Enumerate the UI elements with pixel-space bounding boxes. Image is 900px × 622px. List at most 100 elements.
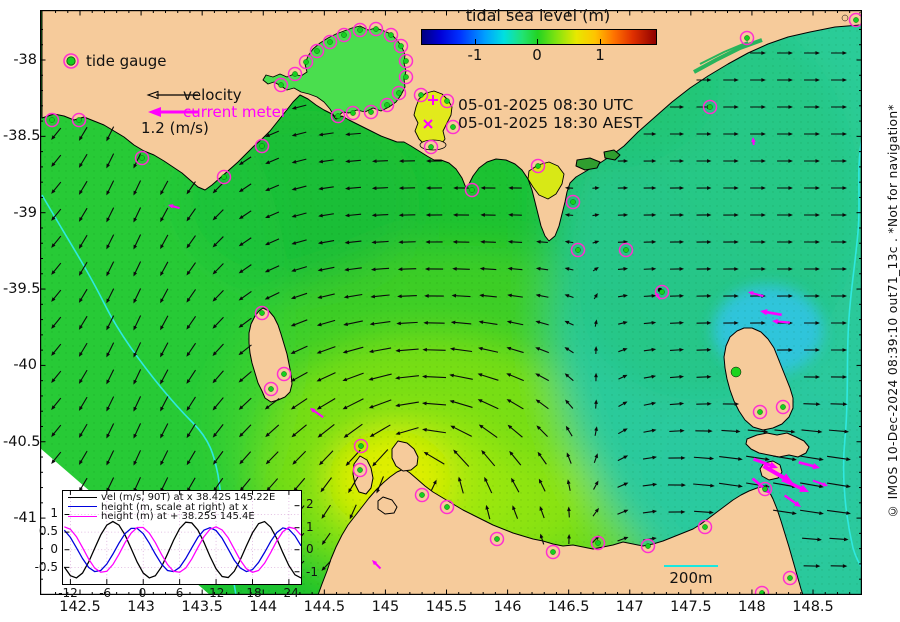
velocity-arrow-head <box>788 348 793 352</box>
tide-gauge-dot <box>645 543 651 549</box>
velocity-arrow-head <box>265 133 271 137</box>
current-meter-label: current meter <box>183 103 287 121</box>
inset-left-tick-label: 1 <box>50 506 58 520</box>
tide-gauge-dot <box>702 524 708 530</box>
velocity-arrow-head <box>51 459 56 464</box>
velocity-arrow-head <box>368 377 374 381</box>
velocity-arrow-head <box>452 266 457 271</box>
velocity-arrow <box>669 403 682 406</box>
velocity-arrow <box>424 376 447 379</box>
velocity-arrow <box>161 315 169 328</box>
velocity-arrow <box>373 294 390 298</box>
velocity-arrow-head <box>397 294 402 299</box>
velocity-arrow-head <box>593 319 598 325</box>
velocity-arrow-head <box>652 455 657 460</box>
velocity-arrow-head <box>842 267 847 271</box>
velocity-arrow <box>107 153 115 166</box>
velocity-arrow-head <box>815 240 820 244</box>
velocity-arrow-head <box>370 294 376 299</box>
velocity-arrow <box>827 509 848 514</box>
colorbar-tick <box>537 39 539 45</box>
velocity-arrow <box>373 449 389 465</box>
tide-gauge-marker <box>445 119 461 135</box>
velocity-arrow-head <box>842 375 848 379</box>
velocity-arrow <box>267 211 280 218</box>
velocity-arrow <box>397 375 419 379</box>
velocity-arrow-head <box>291 268 297 272</box>
velocity-arrow-head <box>51 432 56 437</box>
velocity-arrow-head <box>707 402 712 406</box>
tide-gauge-marker <box>276 366 292 382</box>
velocity-arrow-head <box>238 323 244 328</box>
depth-contour-200m <box>842 134 862 570</box>
velocity-arrow-head <box>815 51 820 55</box>
tide-gauge-dot <box>659 289 665 295</box>
velocity-arrow-head <box>342 377 348 382</box>
velocity-arrow <box>214 424 224 436</box>
velocity-arrow <box>240 424 252 436</box>
velocity-arrow-head <box>480 186 486 190</box>
velocity-arrow <box>347 267 362 271</box>
velocity-arrow <box>746 455 767 460</box>
velocity-arrow-head <box>292 460 297 465</box>
velocity-arrow-head <box>370 267 376 272</box>
islet <box>841 14 849 22</box>
tide-gauge-marker <box>254 305 270 321</box>
velocity-arrow-head <box>78 433 83 438</box>
velocity-arrow-head <box>734 105 739 109</box>
robbins-island <box>377 496 398 515</box>
velocity-arrow-head <box>186 243 191 249</box>
tide-gauge-marker <box>754 585 770 595</box>
velocity-arrow <box>424 402 447 406</box>
velocity-arrow <box>52 424 62 435</box>
velocity-arrow-head <box>106 379 111 385</box>
velocity-arrow-head <box>133 460 138 466</box>
velocity-arrow-head <box>651 159 657 163</box>
tide-gauge-dot <box>403 58 409 64</box>
velocity-arrow <box>510 241 523 243</box>
velocity-arrow-head <box>160 190 164 196</box>
velocity-arrow <box>319 319 336 326</box>
velocity-arrow <box>52 127 62 138</box>
velocity-arrow <box>240 291 252 300</box>
velocity-arrow-head <box>424 294 429 298</box>
scale-bar-label: 200m <box>669 569 713 587</box>
flinders-island <box>723 327 794 431</box>
velocity-arrow <box>214 450 224 463</box>
velocity-arrow-head <box>706 213 712 217</box>
velocity-arrow <box>79 180 88 193</box>
velocity-arrow-head <box>651 132 657 136</box>
velocity-arrow-head <box>506 399 512 403</box>
tide-gauge-marker <box>383 27 399 43</box>
velocity-arrow <box>214 263 224 273</box>
velocity-arrow-head <box>186 351 191 357</box>
velocity-arrow-head <box>564 186 570 190</box>
inset-x-tick-label: 12 <box>209 586 225 600</box>
velocity-arrow <box>719 482 740 487</box>
velocity-arrow-head <box>788 186 793 190</box>
velocity-arrow <box>486 507 491 520</box>
velocity-arrow-head <box>106 325 111 331</box>
velocity-arrow <box>510 294 523 298</box>
x-axis-tick-label: 145 <box>371 599 400 615</box>
velocity-arrow <box>747 429 766 433</box>
velocity-arrow <box>187 235 196 247</box>
x-axis-tick-label: 146.5 <box>547 599 590 615</box>
velocity-arrow <box>107 450 115 464</box>
velocity-arrow-head <box>106 352 111 358</box>
y-axis-tick-label: -39 <box>13 204 37 221</box>
velocity-arrow-head <box>426 159 431 163</box>
velocity-arrow-head <box>842 186 847 190</box>
velocity-arrow-head <box>539 533 544 539</box>
series-swatch-height <box>68 515 97 517</box>
velocity-arrow-head <box>623 213 629 217</box>
velocity-arrow <box>240 264 252 273</box>
velocity-arrow-head <box>317 267 323 272</box>
velocity-arrow-head <box>371 186 377 191</box>
velocity-arrow-head <box>707 186 712 190</box>
current-meter-arrow <box>775 320 791 324</box>
tide-gauge-dot <box>268 386 274 392</box>
tide-gauge-dot <box>570 199 576 205</box>
current-meter-icon <box>148 107 198 117</box>
velocity-arrow-head <box>186 379 191 384</box>
